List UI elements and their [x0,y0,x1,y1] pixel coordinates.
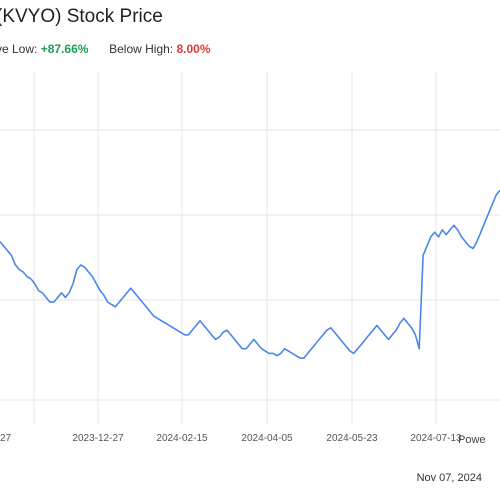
price-stats: ve Low: +87.66% Below High: 8.00% [0,42,211,56]
x-tick-label: 2024-05-23 [326,433,378,444]
chart-title: (KVYO) Stock Price [0,6,163,27]
x-axis-ticks: 27 2023-12-27 2024-02-15 2024-04-05 2024-05-… [0,433,462,444]
x-tick-label: 2023-12-27 [72,433,124,444]
x-tick-label: 2024-02-15 [156,433,208,444]
above-low-label: ve Low: [0,42,38,56]
price-line [0,189,500,359]
below-high-value: 8.00% [176,42,211,56]
x-tick-label: 2024-07-13 [410,433,462,444]
powered-by-label: Powe [458,434,486,446]
x-tick-label: 27 [0,433,12,444]
x-tick-label: 2024-04-05 [241,433,293,444]
below-high-label: Below High: [109,42,174,56]
footer-date: Nov 07, 2024 [416,472,482,484]
price-series [0,189,500,359]
chart-grid [0,72,500,425]
above-low-value: +87.66% [40,42,89,56]
